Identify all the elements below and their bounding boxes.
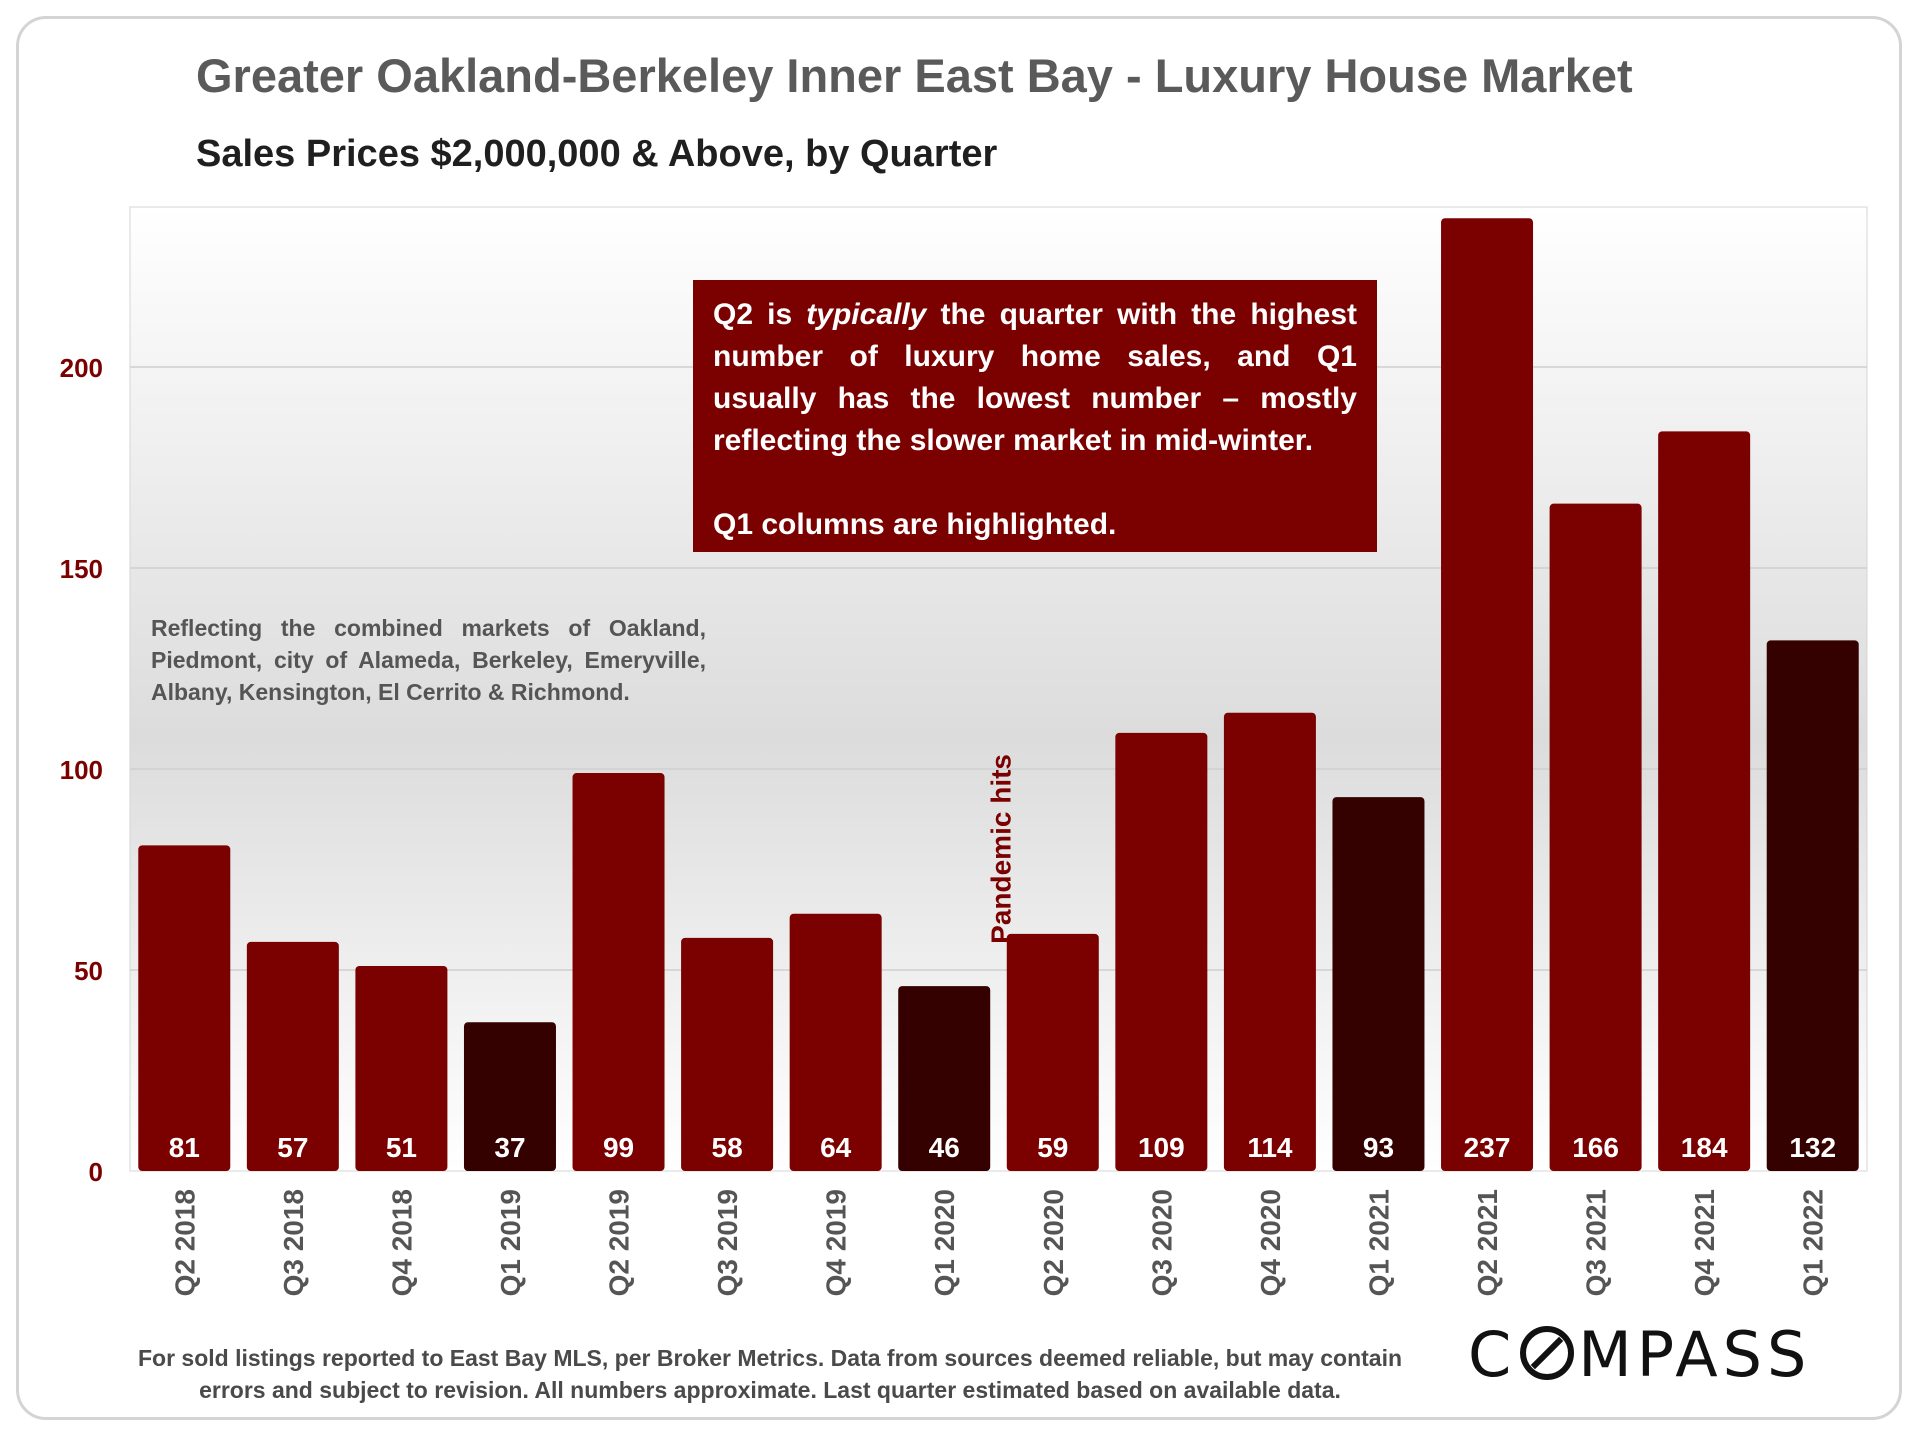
bar-q3-2018 xyxy=(246,941,339,1171)
x-tick-label-q4-2018: Q4 2018 xyxy=(386,1189,417,1296)
bar-q3-2020 xyxy=(1115,732,1208,1171)
bar-q4-2018 xyxy=(355,965,448,1171)
bar-q2-2020 xyxy=(1006,933,1099,1171)
chart-title: Greater Oakland-Berkeley Inner East Bay … xyxy=(196,49,1633,102)
bar-label-q1-2022: 132 xyxy=(1789,1132,1836,1163)
x-tick-label-q2-2021: Q2 2021 xyxy=(1472,1189,1503,1296)
bar-q3-2019 xyxy=(681,937,774,1171)
bar-label-q4-2021: 184 xyxy=(1681,1132,1728,1163)
bar-value-labels: 81 57 51 37 99 58 64 46 59 109 114 93 237 166 184 132 xyxy=(169,1132,1836,1163)
bar-q1-2019 xyxy=(463,1022,556,1171)
bar-label-q4-2020: 114 xyxy=(1247,1132,1293,1163)
bar-label-q4-2018: 51 xyxy=(386,1132,417,1163)
y-tick-label-50: 50 xyxy=(74,956,103,986)
footer-disclaimer: For sold listings reported to East Bay M… xyxy=(120,1342,1420,1406)
bar-label-q2-2018: 81 xyxy=(169,1132,200,1163)
x-tick-label-q1-2022: Q1 2022 xyxy=(1798,1189,1829,1296)
compass-logo: C MPASS xyxy=(1468,1318,1812,1391)
callout-text-1: Q2 is typically the quarter with the hig… xyxy=(713,298,1357,457)
x-tick-label-q3-2021: Q3 2021 xyxy=(1581,1189,1612,1296)
bar-q2-2018 xyxy=(138,845,231,1171)
bar-q2-2021 xyxy=(1441,218,1534,1171)
bar-q3-2021 xyxy=(1549,503,1642,1171)
x-tick-label-q1-2020: Q1 2020 xyxy=(929,1189,960,1296)
footer-line-1: For sold listings reported to East Bay M… xyxy=(137,1345,1403,1371)
bar-label-q3-2019: 58 xyxy=(712,1132,743,1163)
x-tick-label-q3-2019: Q3 2019 xyxy=(712,1189,743,1296)
y-tick-label-200: 200 xyxy=(60,353,103,383)
bar-q4-2021 xyxy=(1658,431,1751,1171)
x-tick-label-q4-2020: Q4 2020 xyxy=(1255,1189,1286,1296)
bar-label-q3-2018: 57 xyxy=(277,1132,308,1163)
bar-q1-2020 xyxy=(898,986,991,1171)
callout-text-2: Q1 columns are highlighted. xyxy=(713,508,1117,541)
y-axis-ticks: 0 50 100 150 200 xyxy=(60,353,103,1187)
bar-q2-2019 xyxy=(572,773,665,1171)
callout-box: Q2 is typically the quarter with the hig… xyxy=(693,280,1377,552)
y-tick-label-150: 150 xyxy=(60,554,103,584)
bar-label-q1-2020: 46 xyxy=(929,1132,960,1163)
y-tick-label-100: 100 xyxy=(60,755,103,785)
pandemic-annotation: Pandemic hits xyxy=(986,754,1017,944)
bar-q4-2019 xyxy=(789,913,882,1171)
bar-q1-2021 xyxy=(1332,797,1425,1171)
markets-note: Reflecting the combined markets of Oakla… xyxy=(151,615,706,705)
x-tick-label-q3-2018: Q3 2018 xyxy=(278,1189,309,1296)
footer-line-2: errors and subject to revision. All numb… xyxy=(199,1377,1341,1403)
x-tick-label-q4-2021: Q4 2021 xyxy=(1689,1189,1720,1296)
x-tick-label-q4-2019: Q4 2019 xyxy=(821,1189,852,1296)
bar-label-q1-2021: 93 xyxy=(1363,1132,1394,1163)
bar-label-q2-2020: 59 xyxy=(1037,1132,1068,1163)
bar-label-q1-2019: 37 xyxy=(494,1132,525,1163)
chart-subtitle: Sales Prices $2,000,000 & Above, by Quar… xyxy=(196,133,998,175)
bar-label-q2-2021: 237 xyxy=(1464,1132,1511,1163)
bar-label-q2-2019: 99 xyxy=(603,1132,634,1163)
x-tick-label-q1-2019: Q1 2019 xyxy=(495,1189,526,1296)
bars xyxy=(138,218,1859,1171)
compass-o-icon xyxy=(1520,1326,1575,1380)
x-axis-labels: Q2 2018 Q3 2018 Q4 2018 Q1 2019 Q2 2019 Q3 20… xyxy=(169,1189,1828,1296)
x-tick-label-q1-2021: Q1 2021 xyxy=(1363,1189,1394,1296)
x-tick-label-q2-2020: Q2 2020 xyxy=(1038,1189,1069,1296)
bar-q4-2020 xyxy=(1223,712,1316,1171)
x-tick-label-q2-2019: Q2 2019 xyxy=(604,1189,635,1296)
bar-label-q4-2019: 64 xyxy=(820,1132,852,1163)
y-tick-label-0: 0 xyxy=(89,1157,103,1187)
x-tick-label-q2-2018: Q2 2018 xyxy=(169,1189,200,1296)
x-tick-label-q3-2020: Q3 2020 xyxy=(1146,1189,1177,1296)
bar-label-q3-2020: 109 xyxy=(1138,1132,1185,1163)
bar-label-q3-2021: 166 xyxy=(1572,1132,1619,1163)
bar-q1-2022 xyxy=(1766,640,1859,1171)
